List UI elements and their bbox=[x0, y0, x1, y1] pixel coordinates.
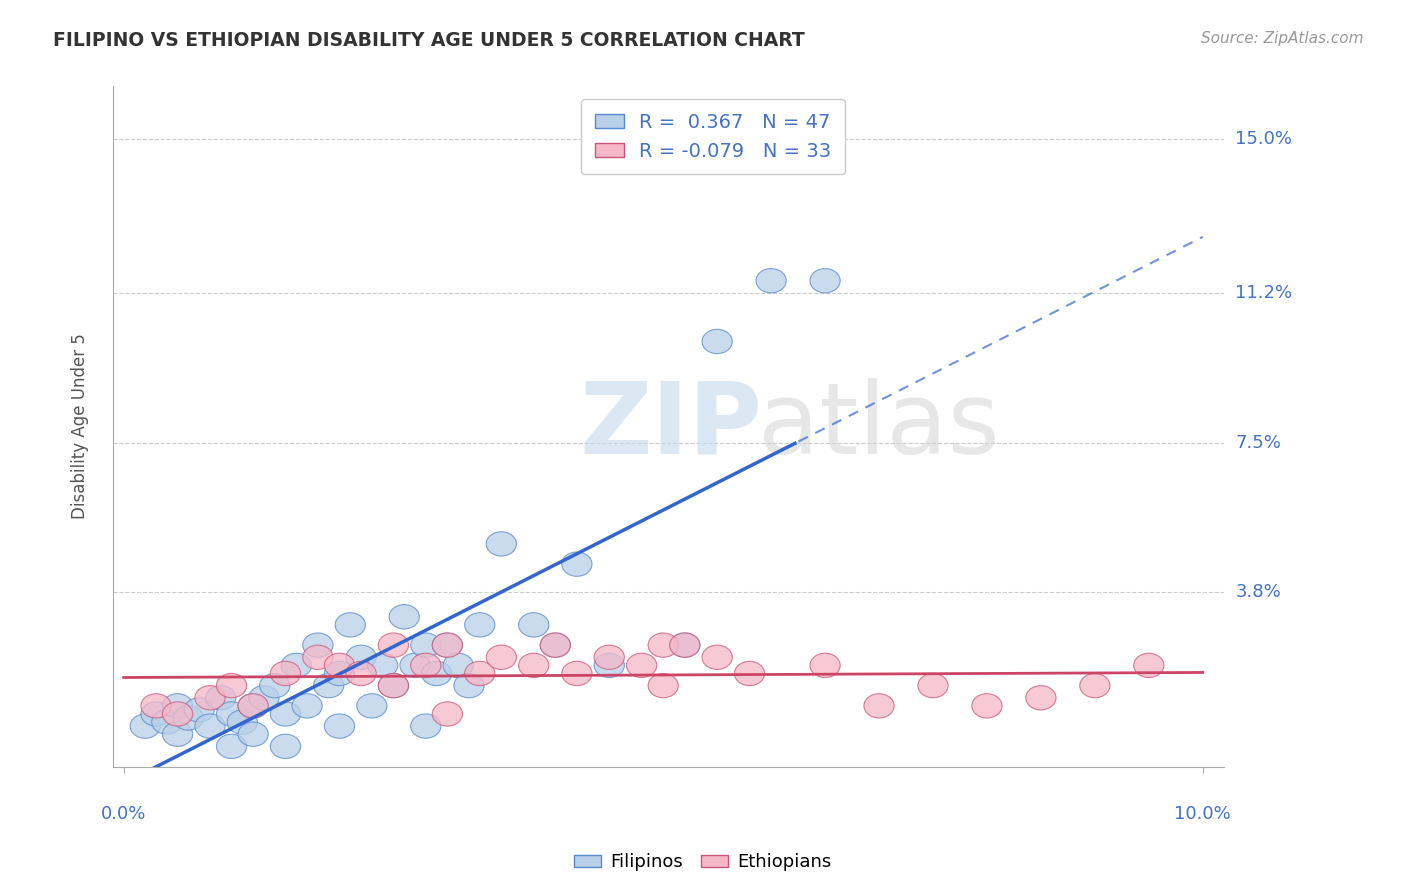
Ellipse shape bbox=[519, 653, 548, 678]
Ellipse shape bbox=[756, 268, 786, 293]
Legend: R =  0.367   N = 47, R = -0.079   N = 33: R = 0.367 N = 47, R = -0.079 N = 33 bbox=[581, 100, 845, 175]
Ellipse shape bbox=[163, 722, 193, 747]
Ellipse shape bbox=[972, 694, 1002, 718]
Ellipse shape bbox=[627, 653, 657, 678]
Text: Source: ZipAtlas.com: Source: ZipAtlas.com bbox=[1201, 31, 1364, 46]
Ellipse shape bbox=[378, 673, 409, 698]
Ellipse shape bbox=[411, 653, 441, 678]
Ellipse shape bbox=[519, 613, 548, 637]
Ellipse shape bbox=[152, 710, 181, 734]
Ellipse shape bbox=[314, 673, 344, 698]
Ellipse shape bbox=[411, 714, 441, 739]
Ellipse shape bbox=[217, 673, 246, 698]
Ellipse shape bbox=[595, 653, 624, 678]
Ellipse shape bbox=[238, 694, 269, 718]
Ellipse shape bbox=[378, 673, 409, 698]
Ellipse shape bbox=[195, 714, 225, 739]
Ellipse shape bbox=[810, 653, 841, 678]
Ellipse shape bbox=[595, 645, 624, 669]
Text: 15.0%: 15.0% bbox=[1236, 130, 1292, 148]
Ellipse shape bbox=[648, 633, 678, 657]
Ellipse shape bbox=[163, 694, 193, 718]
Ellipse shape bbox=[238, 722, 269, 747]
Ellipse shape bbox=[141, 694, 172, 718]
Ellipse shape bbox=[302, 645, 333, 669]
Ellipse shape bbox=[464, 613, 495, 637]
Ellipse shape bbox=[443, 653, 474, 678]
Text: ZIP: ZIP bbox=[579, 378, 762, 475]
Y-axis label: Disability Age Under 5: Disability Age Under 5 bbox=[72, 334, 89, 519]
Ellipse shape bbox=[702, 645, 733, 669]
Ellipse shape bbox=[141, 702, 172, 726]
Ellipse shape bbox=[669, 633, 700, 657]
Ellipse shape bbox=[302, 633, 333, 657]
Ellipse shape bbox=[540, 633, 571, 657]
Text: FILIPINO VS ETHIOPIAN DISABILITY AGE UNDER 5 CORRELATION CHART: FILIPINO VS ETHIOPIAN DISABILITY AGE UND… bbox=[53, 31, 806, 50]
Ellipse shape bbox=[346, 661, 377, 686]
Ellipse shape bbox=[562, 661, 592, 686]
Ellipse shape bbox=[486, 532, 516, 556]
Ellipse shape bbox=[562, 552, 592, 576]
Ellipse shape bbox=[411, 633, 441, 657]
Ellipse shape bbox=[292, 694, 322, 718]
Ellipse shape bbox=[1080, 673, 1109, 698]
Ellipse shape bbox=[205, 686, 236, 710]
Text: atlas: atlas bbox=[758, 378, 1000, 475]
Ellipse shape bbox=[810, 268, 841, 293]
Ellipse shape bbox=[378, 633, 409, 657]
Ellipse shape bbox=[863, 694, 894, 718]
Ellipse shape bbox=[228, 710, 257, 734]
Ellipse shape bbox=[249, 686, 278, 710]
Legend: Filipinos, Ethiopians: Filipinos, Ethiopians bbox=[567, 847, 839, 879]
Ellipse shape bbox=[184, 698, 214, 722]
Ellipse shape bbox=[346, 645, 377, 669]
Ellipse shape bbox=[325, 661, 354, 686]
Ellipse shape bbox=[131, 714, 160, 739]
Ellipse shape bbox=[195, 686, 225, 710]
Ellipse shape bbox=[422, 661, 451, 686]
Ellipse shape bbox=[669, 633, 700, 657]
Ellipse shape bbox=[281, 653, 311, 678]
Ellipse shape bbox=[432, 633, 463, 657]
Ellipse shape bbox=[399, 653, 430, 678]
Ellipse shape bbox=[432, 702, 463, 726]
Ellipse shape bbox=[325, 653, 354, 678]
Ellipse shape bbox=[367, 653, 398, 678]
Ellipse shape bbox=[357, 694, 387, 718]
Ellipse shape bbox=[217, 702, 246, 726]
Ellipse shape bbox=[389, 605, 419, 629]
Ellipse shape bbox=[1133, 653, 1164, 678]
Ellipse shape bbox=[270, 702, 301, 726]
Text: 0.0%: 0.0% bbox=[101, 805, 146, 823]
Ellipse shape bbox=[454, 673, 484, 698]
Ellipse shape bbox=[238, 694, 269, 718]
Ellipse shape bbox=[270, 734, 301, 758]
Ellipse shape bbox=[270, 661, 301, 686]
Ellipse shape bbox=[486, 645, 516, 669]
Ellipse shape bbox=[918, 673, 948, 698]
Ellipse shape bbox=[464, 661, 495, 686]
Ellipse shape bbox=[702, 329, 733, 353]
Ellipse shape bbox=[335, 613, 366, 637]
Ellipse shape bbox=[163, 702, 193, 726]
Ellipse shape bbox=[540, 633, 571, 657]
Text: 3.8%: 3.8% bbox=[1236, 583, 1281, 601]
Text: 7.5%: 7.5% bbox=[1236, 434, 1281, 451]
Text: 10.0%: 10.0% bbox=[1174, 805, 1232, 823]
Text: 11.2%: 11.2% bbox=[1236, 284, 1292, 301]
Ellipse shape bbox=[734, 661, 765, 686]
Ellipse shape bbox=[648, 673, 678, 698]
Ellipse shape bbox=[1026, 686, 1056, 710]
Ellipse shape bbox=[173, 706, 204, 731]
Ellipse shape bbox=[260, 673, 290, 698]
Ellipse shape bbox=[217, 734, 246, 758]
Ellipse shape bbox=[325, 714, 354, 739]
Ellipse shape bbox=[432, 633, 463, 657]
